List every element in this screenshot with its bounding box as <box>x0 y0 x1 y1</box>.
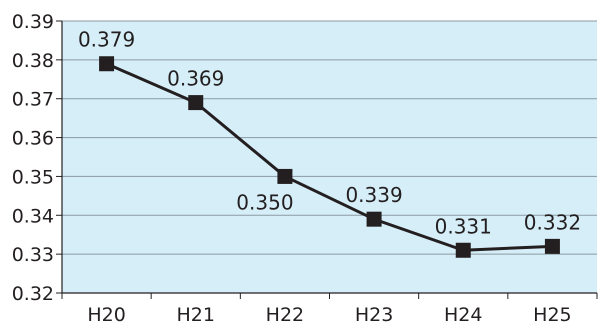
data-point-marker <box>366 211 382 227</box>
data-label: 0.379 <box>78 28 135 52</box>
data-point-marker <box>277 168 293 184</box>
data-labels: 0.379 0.369 0.350 0.339 0.331 0.332 <box>78 28 581 239</box>
gridlines <box>62 20 597 255</box>
x-tick-label: H23 <box>355 304 393 326</box>
x-tick-label: H20 <box>87 304 125 326</box>
y-tick-label: 0.35 <box>12 166 54 188</box>
y-tick-label: 0.36 <box>12 128 54 150</box>
y-tick-label: 0.38 <box>12 50 54 72</box>
data-label: 0.331 <box>435 214 492 238</box>
y-tick-label: 0.34 <box>12 205 54 227</box>
data-point-marker <box>455 242 471 258</box>
data-label: 0.332 <box>524 210 581 234</box>
data-label: 0.339 <box>345 183 402 207</box>
y-tick-label: 0.33 <box>12 244 54 266</box>
data-point-marker <box>188 95 204 111</box>
y-tick-label: 0.39 <box>12 11 54 33</box>
x-tick-label: H24 <box>444 304 482 326</box>
plot-area <box>62 21 597 293</box>
x-tick-label: H25 <box>533 304 571 326</box>
x-axis-ticks: H20 H21 H22 H23 H24 H25 <box>61 293 598 326</box>
data-label: 0.369 <box>167 67 224 91</box>
data-label: 0.350 <box>236 190 293 214</box>
y-tick-label: 0.32 <box>12 283 54 305</box>
series-group <box>99 56 560 258</box>
data-point-marker <box>544 238 560 254</box>
y-tick-label: 0.37 <box>12 89 54 111</box>
x-tick-label: H21 <box>177 304 215 326</box>
data-point-marker <box>99 56 115 72</box>
y-axis-ticks: 0.32 0.33 0.34 0.35 0.36 0.37 0.38 0.39 <box>12 11 62 305</box>
series-line <box>105 62 553 252</box>
x-tick-label: H22 <box>266 304 304 326</box>
